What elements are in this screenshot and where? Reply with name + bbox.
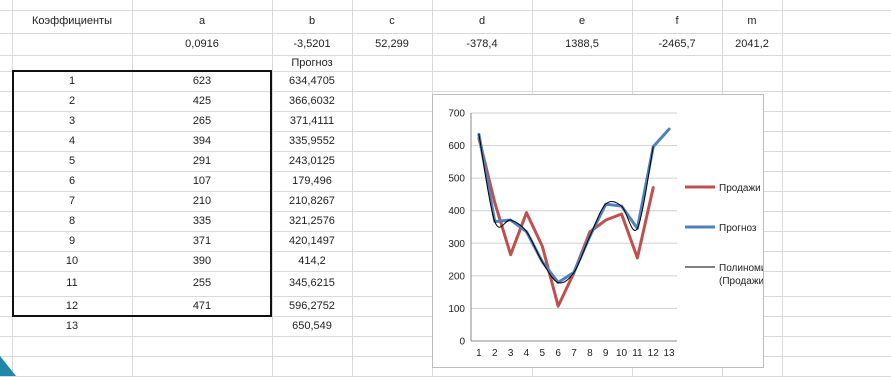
x-tick-label: 2: [492, 348, 498, 359]
x-tick-label: 10: [616, 348, 628, 359]
sales-cell[interactable]: 291: [192, 155, 212, 167]
row-index-cell[interactable]: 1: [68, 75, 76, 87]
x-tick-label: 7: [571, 348, 577, 359]
row-gridline: [0, 91, 891, 92]
header-cell[interactable]: m: [747, 15, 757, 27]
row-gridline: [0, 10, 891, 11]
sales-cell[interactable]: 210: [192, 195, 212, 207]
forecast-cell[interactable]: 650,549: [292, 320, 332, 332]
coefficient-cell[interactable]: 52,299: [375, 38, 409, 50]
sales-cell[interactable]: 335: [192, 215, 212, 227]
row-index-cell[interactable]: 10: [65, 255, 79, 267]
row-index-cell[interactable]: 3: [68, 115, 76, 127]
x-tick-label: 5: [540, 348, 546, 359]
forecast-cell[interactable]: 345,6215: [289, 277, 335, 289]
row-index-cell[interactable]: 9: [68, 235, 76, 247]
legend-label: Полиномиальная: [719, 263, 763, 274]
sales-cell[interactable]: 265: [192, 115, 212, 127]
sales-cell[interactable]: 107: [192, 175, 212, 187]
legend-label: (Продажи): [719, 276, 763, 287]
sales-cell[interactable]: 371: [192, 235, 212, 247]
forecast-header-cell[interactable]: Прогноз: [291, 57, 333, 69]
x-tick-label: 11: [632, 348, 643, 359]
header-cell[interactable]: a: [198, 15, 206, 27]
forecast-cell[interactable]: 210,8267: [289, 195, 335, 207]
forecast-cell[interactable]: 179,496: [292, 175, 332, 187]
chart[interactable]: 0 100 200 300 400 500 600 700 1 2 3 4 5 6 7 8 9 10 11 12 13 П…: [432, 94, 764, 368]
sales-cell[interactable]: 255: [192, 277, 212, 289]
row-index-cell[interactable]: 13: [65, 320, 79, 332]
header-cell[interactable]: b: [308, 15, 316, 27]
x-tick-label: 4: [524, 348, 530, 359]
y-tick-label: 100: [448, 304, 465, 315]
coefficient-cell[interactable]: 1388,5: [565, 38, 599, 50]
series-line-3: [478, 133, 654, 284]
forecast-cell[interactable]: 335,9552: [289, 135, 335, 147]
sales-cell[interactable]: 394: [192, 135, 212, 147]
forecast-cell[interactable]: 634,4705: [289, 75, 335, 87]
forecast-cell[interactable]: 371,4111: [289, 115, 335, 127]
coefficient-cell[interactable]: -378,4: [466, 38, 498, 50]
coefficient-cell[interactable]: -2465,7: [658, 38, 696, 50]
forecast-cell[interactable]: 243,0125: [289, 155, 335, 167]
x-tick-label: 6: [555, 348, 561, 359]
x-tick-label: 12: [648, 348, 660, 359]
series-line-2: [477, 127, 671, 285]
sales-cell[interactable]: 471: [192, 300, 212, 312]
x-tick-label: 3: [508, 348, 514, 359]
y-tick-label: 500: [448, 174, 465, 185]
legend-label: Прогноз: [719, 223, 757, 234]
sales-cell[interactable]: [132, 316, 272, 336]
row-index-cell[interactable]: 11: [66, 277, 78, 289]
forecast-cell[interactable]: 321,2576: [289, 215, 335, 227]
y-tick-label: 300: [448, 239, 465, 250]
row-gridline: [0, 33, 891, 34]
coefficient-cell[interactable]: 0,0916: [185, 38, 219, 50]
column-gridline: [352, 0, 353, 376]
x-tick-label: 13: [664, 348, 676, 359]
row-gridline: [0, 55, 891, 56]
forecast-cell[interactable]: 596,2752: [289, 300, 335, 312]
row-index-cell[interactable]: 12: [65, 300, 79, 312]
coefficient-cell[interactable]: -3,5201: [293, 38, 331, 50]
sales-cell[interactable]: 623: [192, 75, 212, 87]
header-cell[interactable]: Коэффициенты: [32, 15, 112, 27]
column-gridline: [782, 0, 783, 376]
row-index-cell[interactable]: 4: [68, 135, 76, 147]
coefficient-cell[interactable]: [12, 33, 132, 55]
row-gridline: [0, 71, 891, 72]
forecast-cell[interactable]: 420,1497: [289, 235, 335, 247]
forecast-cell[interactable]: 366,6032: [289, 95, 335, 107]
y-tick-label: 600: [448, 141, 465, 152]
selection-outline: [12, 70, 272, 317]
x-tick-label: 9: [603, 348, 609, 359]
row-index-cell[interactable]: 7: [68, 195, 76, 207]
forecast-cell[interactable]: 414,2: [298, 255, 326, 267]
y-tick-label: 700: [448, 109, 465, 120]
row-index-cell[interactable]: 2: [68, 95, 76, 107]
sales-cell[interactable]: 425: [192, 95, 212, 107]
slide-accent-icon: [0, 356, 16, 376]
header-cell[interactable]: e: [578, 15, 586, 27]
x-tick-label: 8: [587, 348, 593, 359]
column-gridline: [272, 0, 273, 376]
row-index-cell[interactable]: 8: [68, 215, 76, 227]
y-tick-label: 0: [459, 337, 465, 348]
legend-label: Продажи: [719, 183, 761, 194]
column-gridline: [132, 0, 133, 376]
y-tick-label: 200: [448, 271, 465, 282]
header-cell[interactable]: d: [478, 15, 486, 27]
coefficient-cell[interactable]: 2041,2: [735, 38, 769, 50]
row-index-cell[interactable]: 5: [68, 155, 76, 167]
series-line-1: [477, 136, 655, 308]
header-cell[interactable]: c: [389, 15, 395, 27]
sales-cell[interactable]: 390: [192, 255, 212, 267]
y-tick-label: 400: [448, 206, 465, 217]
x-tick-label: 1: [476, 348, 482, 359]
header-cell[interactable]: f: [675, 15, 679, 27]
row-index-cell[interactable]: 6: [68, 175, 76, 187]
